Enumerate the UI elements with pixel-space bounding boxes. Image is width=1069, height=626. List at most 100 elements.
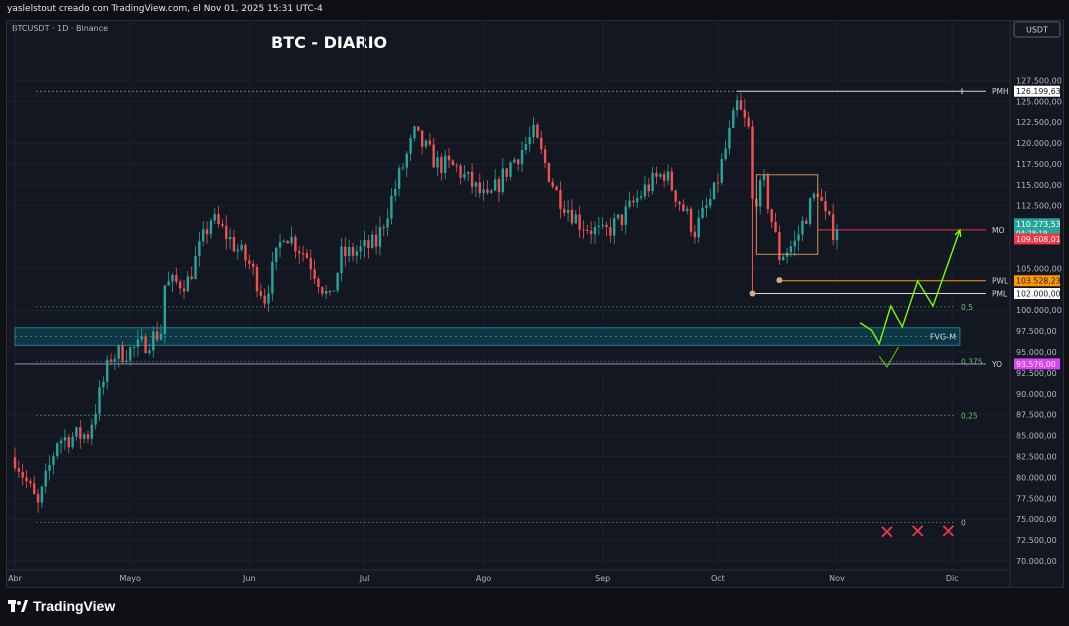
candle-body: [286, 240, 289, 244]
candle-body: [493, 179, 497, 191]
candle-body: [520, 150, 524, 165]
candle-body: [555, 186, 558, 191]
candle-body: [413, 126, 416, 139]
tradingview-logo-icon: [8, 600, 28, 612]
price-tag-label: 109.608,01: [1016, 235, 1061, 244]
candle-body: [317, 278, 320, 288]
candle-body: [336, 273, 339, 291]
candle-body: [470, 171, 474, 187]
candle-body: [670, 171, 674, 191]
candle-body: [528, 137, 531, 145]
footer-bar: TradingView: [0, 590, 1069, 626]
candle-body: [186, 276, 190, 292]
tradingview-logo[interactable]: TradingView: [8, 598, 115, 614]
fvg-zone-label: FVG-M: [930, 333, 956, 342]
candle-body: [209, 220, 213, 235]
candle-body: [770, 209, 773, 222]
candle-body: [828, 211, 831, 215]
candle-body: [701, 207, 704, 218]
candle-body: [397, 168, 401, 189]
candle-body: [59, 440, 63, 444]
candle-body: [674, 190, 677, 202]
price-tag-label: 126.199,63: [1016, 87, 1061, 96]
x-tick-label: Oct: [711, 574, 725, 583]
candle-body: [440, 157, 443, 173]
candle-body: [709, 198, 712, 206]
y-tick-label: 72.500,00: [1016, 536, 1057, 545]
candle-body: [117, 345, 120, 359]
y-tick-label: 115.000,00: [1016, 181, 1062, 190]
candle-body: [613, 218, 616, 236]
candle-body: [639, 196, 643, 198]
symbol-label: BTCUSDT · 1D · Binance: [12, 24, 108, 33]
time-axis[interactable]: Abr Mayo Jun Jul Ago Sep Oct Nov Dic: [6, 569, 1010, 583]
fib-level-label: 0,375: [961, 358, 983, 367]
chart-panel[interactable]: [6, 20, 1064, 588]
candle-body: [102, 381, 105, 388]
candle-body: [129, 347, 132, 361]
candle-body: [716, 182, 720, 184]
candle-body: [835, 229, 839, 241]
candle-body: [597, 225, 601, 227]
candle-body: [747, 117, 750, 127]
candle-body: [432, 144, 435, 168]
x-mark-icon: [881, 526, 893, 538]
candle-body: [259, 291, 263, 296]
candle-body: [428, 140, 432, 145]
candle-body: [501, 168, 505, 192]
range-box: [755, 174, 819, 255]
candle-body: [474, 182, 478, 187]
candle-body: [490, 190, 493, 193]
candle-body: [344, 246, 347, 257]
currency-selector[interactable]: USDT: [1013, 21, 1061, 38]
candle-body: [547, 162, 551, 182]
price-axis[interactable]: 127.500,00 125.000,00 122.500,00 120.000,00…: [1009, 20, 1062, 588]
level-marker: [749, 290, 756, 297]
price-tag-countdown: 04:28:19: [1016, 229, 1047, 237]
candle-body: [40, 486, 44, 503]
candles-layer: [13, 92, 839, 513]
level-marker: [776, 277, 783, 284]
candle-body: [71, 436, 74, 448]
candle-body: [198, 241, 201, 256]
candle-body: [75, 427, 78, 437]
y-tick-label: 87.500,00: [1016, 411, 1057, 420]
candle-body: [420, 130, 424, 147]
attribution-text: yaslelstout creado con TradingView.com, …: [7, 4, 323, 14]
candle-body: [643, 184, 647, 197]
candle-body: [221, 224, 224, 226]
candle-body: [563, 208, 566, 213]
candle-body: [347, 247, 351, 257]
candle-body: [551, 181, 554, 187]
x-tick-label: Jul: [359, 574, 370, 583]
candle-body: [685, 208, 689, 211]
x-tick-label: Sep: [595, 574, 610, 583]
candle-body: [163, 285, 166, 334]
candle-body: [324, 291, 328, 294]
candle-body: [217, 214, 220, 225]
candle-body: [463, 173, 466, 178]
candle-body: [586, 230, 589, 232]
candle-body: [251, 263, 255, 268]
price-chart[interactable]: BTCUSDT · 1D · Binance BTC - DIARIO FVG-…: [6, 20, 1064, 588]
candle-body: [509, 162, 512, 177]
candle-body: [436, 157, 439, 168]
candle-body: [732, 110, 735, 128]
candle-body: [401, 167, 405, 169]
candle-body: [386, 218, 389, 228]
candle-body: [21, 471, 24, 478]
candle-body: [655, 172, 658, 177]
y-tick-label: 85.000,00: [1016, 432, 1057, 441]
candle-body: [382, 227, 385, 229]
candle-body: [478, 182, 481, 194]
candle-body: [782, 256, 785, 261]
candle-body: [121, 345, 124, 362]
candle-body: [812, 193, 816, 199]
candle-body: [67, 437, 70, 448]
candle-body: [651, 172, 654, 192]
candle-body: [743, 109, 746, 118]
candle-body: [152, 331, 155, 351]
projection-alt-path: [878, 346, 899, 368]
candle-body: [290, 236, 293, 244]
candle-body: [175, 275, 178, 282]
